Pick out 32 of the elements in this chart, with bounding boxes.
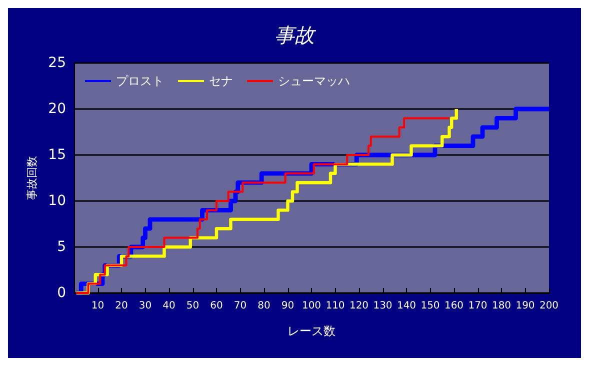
x-tick-label: 150 [420, 300, 440, 312]
x-tick-label: 70 [234, 300, 247, 312]
x-tick-label: 120 [349, 300, 369, 312]
y-tick-label: 15 [48, 147, 66, 163]
x-tick-label: 50 [186, 300, 200, 312]
x-tick-label: 10 [91, 300, 104, 312]
x-tick-label: 40 [162, 300, 176, 312]
legend-label: セナ [209, 74, 233, 88]
x-tick-label: 170 [468, 300, 488, 312]
x-tick-label: 90 [281, 300, 294, 312]
legend-label: シューマッハ [278, 74, 350, 88]
x-tick-label: 160 [444, 300, 464, 312]
x-tick-label: 60 [210, 300, 223, 312]
x-tick-label: 100 [302, 300, 322, 312]
y-axis-title: 事故回数 [25, 156, 38, 200]
x-tick-label: 20 [115, 300, 128, 312]
x-tick-label: 110 [326, 300, 345, 312]
legend-label: プロスト [116, 74, 164, 88]
x-axis-title: レース数 [288, 324, 336, 338]
chart-title: 事故 [274, 23, 316, 47]
y-tick-label: 20 [48, 101, 66, 117]
x-tick-label: 130 [373, 300, 392, 312]
x-tick-label: 200 [539, 300, 559, 312]
x-tick-label: 190 [516, 300, 535, 312]
y-tick-label: 0 [57, 285, 66, 301]
x-tick-label: 180 [492, 300, 512, 312]
y-tick-label: 10 [48, 193, 66, 209]
x-tick-label: 80 [258, 300, 270, 312]
y-tick-label: 5 [57, 239, 66, 255]
x-tick-label: 140 [396, 300, 416, 312]
x-tick-label: 30 [138, 300, 152, 312]
y-tick-label: 25 [48, 55, 66, 71]
